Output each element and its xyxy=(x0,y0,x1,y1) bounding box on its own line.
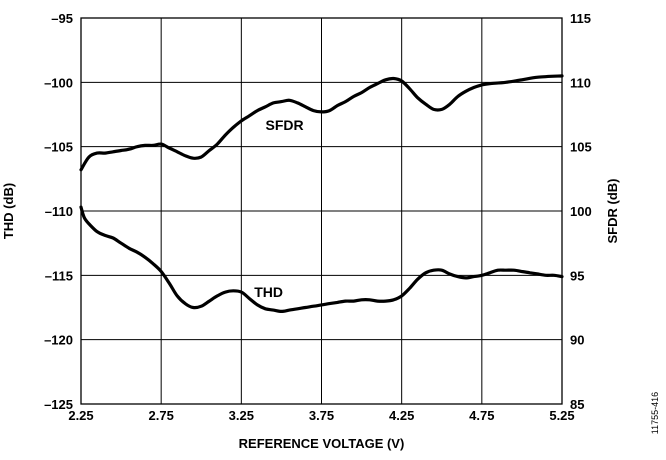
x-axis-title: REFERENCE VOLTAGE (V) xyxy=(239,436,405,451)
right-y-tick-label: 90 xyxy=(570,333,584,348)
right-y-axis-title: SFDR (dB) xyxy=(605,179,620,244)
series-group xyxy=(79,74,564,313)
left-y-tick-label: –95 xyxy=(51,11,73,26)
x-tick-label: 4.75 xyxy=(469,408,494,423)
right-y-tick-label: 105 xyxy=(570,140,592,155)
right-y-tick-label: 115 xyxy=(570,11,591,26)
x-tick-label: 2.25 xyxy=(68,408,93,423)
left-y-tick-label: –105 xyxy=(44,140,73,155)
right-y-tick-label: 100 xyxy=(570,204,592,219)
left-y-axis-title: THD (dB) xyxy=(1,183,16,239)
sfdr-line xyxy=(79,74,564,172)
x-tick-label: 2.75 xyxy=(149,408,174,423)
right-y-tick-label: 110 xyxy=(570,75,591,90)
right-y-tick-label: 85 xyxy=(570,397,584,412)
left-y-tick-label: –120 xyxy=(44,333,73,348)
left-y-tick-label: –100 xyxy=(44,75,73,90)
x-tick-label: 4.25 xyxy=(389,408,414,423)
x-tick-labels: 2.25 2.75 3.25 3.75 4.25 4.75 5.25 xyxy=(68,408,574,423)
x-tick-label: 3.75 xyxy=(309,408,334,423)
grid-lines xyxy=(80,17,563,405)
left-y-tick-label: –125 xyxy=(44,397,73,412)
x-tick-label: 3.25 xyxy=(229,408,254,423)
thd-line xyxy=(79,205,564,313)
x-tick-label: 5.25 xyxy=(549,408,574,423)
series-labels: SFDR THD xyxy=(254,117,303,300)
right-y-tick-labels: 115 110 105 100 95 90 85 xyxy=(570,11,592,412)
left-y-tick-labels: –95 –100 –105 –110 –115 –120 –125 xyxy=(44,11,73,412)
left-y-tick-label: –115 xyxy=(45,268,73,283)
sfdr-series-label: SFDR xyxy=(266,117,304,133)
right-y-tick-label: 95 xyxy=(570,268,584,283)
figure-id: 11755-416 xyxy=(650,392,660,434)
plot-frame xyxy=(80,17,563,405)
left-y-tick-label: –110 xyxy=(45,204,73,219)
thd-series-label: THD xyxy=(254,284,283,300)
